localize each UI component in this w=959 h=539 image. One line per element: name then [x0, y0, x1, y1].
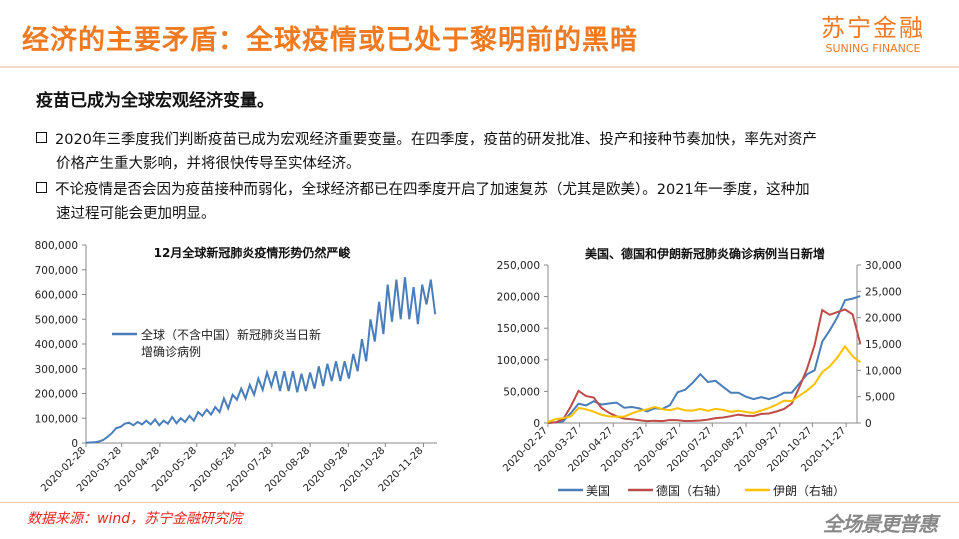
footer-divider	[0, 502, 959, 503]
data-source: 数据来源：wind，苏宁金融研究院	[27, 511, 243, 527]
x-tick-label: 2020-06-28	[188, 445, 237, 494]
x-tick-label: 2020-11-27	[799, 425, 848, 474]
y-tick-label: 150,000	[497, 323, 540, 335]
legend-label: 伊朗（右轴）	[773, 483, 845, 498]
y-tick-label: 0	[533, 418, 540, 430]
y-tick-label: 200,000	[35, 389, 78, 401]
x-tick-label: 2020-06-27	[633, 425, 682, 474]
series-line-1	[85, 277, 437, 444]
x-tick-label: 2020-07-27	[666, 425, 715, 474]
x-tick-label: 2020-09-28	[302, 445, 351, 494]
y2-tick-label: 15,000	[865, 339, 902, 351]
y2-tick-label: 30,000	[865, 260, 902, 272]
x-tick-label: 2020-03-27	[533, 425, 582, 474]
slogan-logo: 全场景更普惠	[823, 512, 938, 536]
x-tick-label: 2020-05-28	[150, 445, 199, 494]
y-tick-label: 0	[71, 438, 78, 450]
header-divider	[0, 66, 959, 68]
y-tick-label: 50,000	[503, 386, 540, 398]
x-tick-label: 2020-11-28	[377, 445, 426, 494]
y-tick-label: 250,000	[497, 260, 540, 272]
y2-tick-label: 25,000	[865, 286, 902, 298]
page-title: 经济的主要矛盾：全球疫情或已处于黎明前的黑暗	[22, 25, 638, 56]
y2-tick-label: 20,000	[865, 313, 902, 325]
y-tick-label: 200,000	[497, 292, 540, 304]
y-tick-label: 700,000	[35, 265, 78, 277]
bullet-text: 2020年三季度我们判断疫苗已成为宏观经济重要变量。在四季度，疫苗的研发批准、投…	[55, 132, 817, 148]
section-subtitle: 疫苗已成为全球宏观经济变量。	[36, 91, 274, 111]
x-tick-label: 2020-04-27	[567, 425, 616, 474]
y-tick-label: 300,000	[35, 364, 78, 376]
y2-tick-label: 0	[865, 418, 872, 430]
suning-finance-logo: 苏宁金融 SUNING FINANCE	[821, 14, 925, 56]
x-tick-label: 2020-10-27	[766, 425, 815, 474]
x-tick-label: 2020-04-28	[113, 445, 162, 494]
x-tick-label: 2020-08-27	[699, 425, 748, 474]
series-line-3	[547, 344, 861, 423]
series-line-1	[547, 295, 861, 424]
x-tick-label: 2020-09-27	[733, 425, 782, 474]
chart-title: 12月全球新冠肺炎疫情形势仍然严峻	[154, 245, 351, 260]
logo-cn: 苏宁金融	[821, 14, 925, 42]
x-tick-label: 2020-08-28	[263, 445, 312, 494]
y-tick-label: 100,000	[35, 413, 78, 425]
square-bullet-icon	[36, 182, 47, 193]
x-tick-label: 2020-02-27	[501, 425, 550, 474]
bullet-text: 价格产生重大影响，并将很快传导至实体经济。	[56, 156, 361, 172]
bullet-item: 2020年三季度我们判断疫苗已成为宏观经济重要变量。在四季度，疫苗的研发批准、投…	[36, 128, 916, 176]
y-tick-label: 500,000	[35, 314, 78, 326]
x-tick-label: 2020-03-28	[75, 445, 124, 494]
y-tick-label: 600,000	[35, 290, 78, 302]
y-tick-label: 800,000	[35, 240, 78, 252]
chart-title: 美国、德国和伊朗新冠肺炎确诊病例当日新增	[585, 246, 825, 261]
square-bullet-icon	[36, 132, 47, 143]
bullet-text: 不论疫情是否会因为疫苗接种而弱化，全球经济都已在四季度开启了加速复苏（尤其是欧美…	[55, 182, 810, 198]
series-line-2	[547, 308, 862, 424]
bullet-item: 不论疫情是否会因为疫苗接种而弱化，全球经济都已在四季度开启了加速复苏（尤其是欧美…	[36, 178, 916, 226]
legend-label: 美国	[586, 484, 610, 498]
logo-en: SUNING FINANCE	[825, 42, 921, 55]
x-tick-label: 2020-05-27	[599, 425, 648, 474]
legend-label: 德国（右轴）	[656, 483, 728, 498]
legend-label: 增确诊病例	[141, 344, 201, 359]
x-tick-label: 2020-02-28	[39, 445, 88, 494]
bullet-text: 速过程可能会更加明显。	[56, 206, 216, 222]
y-tick-label: 400,000	[35, 339, 78, 351]
y2-tick-label: 5,000	[865, 392, 895, 404]
y2-tick-label: 10,000	[865, 365, 902, 377]
x-tick-label: 2020-07-28	[225, 445, 274, 494]
legend-label: 全球（不含中国）新冠肺炎当日新	[141, 327, 321, 342]
y-tick-label: 100,000	[497, 355, 540, 367]
x-tick-label: 2020-10-28	[339, 445, 388, 494]
